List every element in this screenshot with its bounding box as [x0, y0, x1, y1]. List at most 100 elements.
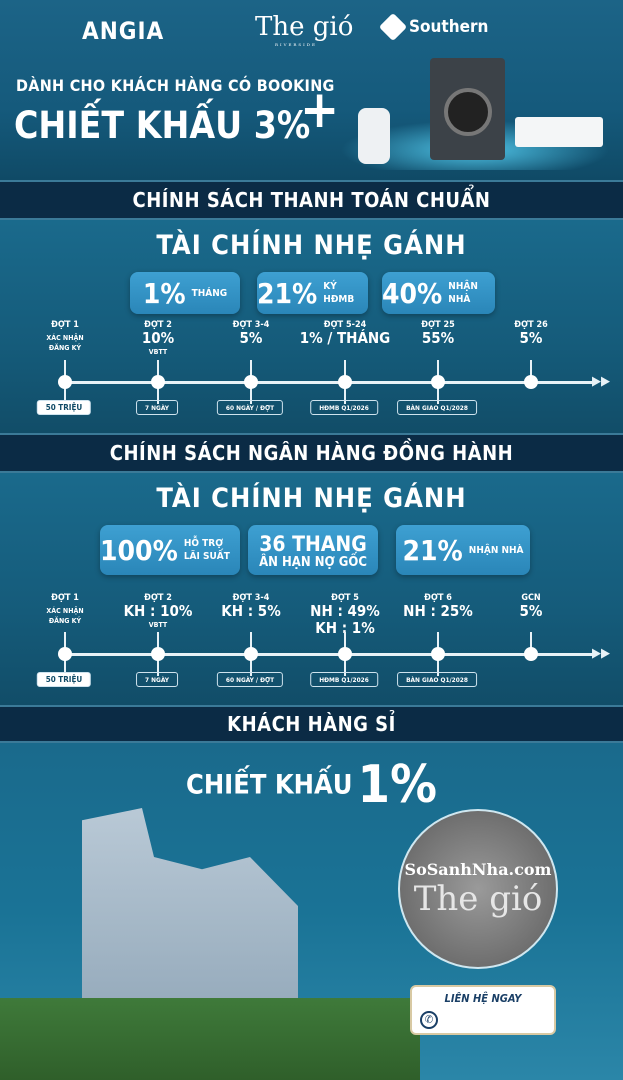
step-name: ĐỢT 5-24: [323, 320, 367, 330]
step-label: ĐỢT 1 XÁC NHẬN ĐĂNG KÝ: [10, 593, 120, 629]
timeline-line: [65, 653, 595, 656]
section-band-standard-payment: CHÍNH SÁCH THANH TOÁN CHUẨN: [0, 180, 623, 220]
timeline-arrow-icon: ▶▶: [592, 374, 610, 389]
thegio-circle-logo: SoSanhNha.com The gió: [398, 809, 558, 969]
step-value: 5%: [239, 329, 263, 347]
step-label: ĐỢT 2 10% VBTT: [103, 320, 213, 357]
promo-header: ANGIA The gió RIVERSIDE Southern DÀNH CHO…: [0, 0, 623, 180]
wholesale-discount: CHIẾT KHẤU 1%: [0, 755, 623, 815]
step-name: ĐỢT 25: [421, 320, 455, 330]
highlight-box: 36 THANG ÂN HẠN NỢ GỐC: [248, 525, 378, 575]
contact-now-button[interactable]: LIÊN HỆ NGAY ✆: [410, 985, 556, 1035]
highlight-box: 40% NHẬN NHÀ: [382, 272, 495, 314]
southern-s-icon: [378, 12, 408, 42]
timeline-node: [524, 647, 538, 661]
step-value: 5%: [519, 329, 543, 347]
step-value: NH : 25%: [403, 602, 473, 620]
timeline-node: [244, 375, 258, 389]
box-value: 100%: [100, 533, 178, 567]
section-title: TÀI CHÍNH NHẸ GÁNH: [156, 230, 467, 261]
step-name: ĐỢT 3-4: [232, 320, 270, 330]
box-caption: HỖ TRỢ LÃI SUẤT: [183, 538, 230, 562]
payment-timeline: ▶▶ ĐỢT 1 XÁC NHẬN ĐĂNG KÝ 50 TRIỆU ĐỢT 2 10% V…: [0, 320, 623, 430]
timeline-arrow-icon: ▶▶: [592, 646, 610, 661]
circle-logo-text: The gió: [413, 878, 543, 919]
step-note: XÁC NHẬN ĐĂNG KÝ: [46, 334, 84, 352]
step-value: KH : 10%: [123, 602, 193, 620]
step-note: VBTT: [148, 348, 168, 356]
payment-timeline: ▶▶ ĐỢT 1 XÁC NHẬN ĐĂNG KÝ 50 TRIỆU ĐỢT 2 KH :…: [0, 593, 623, 703]
step-label: GCN 5%: [476, 593, 586, 620]
step-tag: 7 NGÀY: [136, 400, 178, 415]
step-name: GCN: [521, 593, 541, 603]
discount-value: 1%: [357, 755, 437, 815]
step-note: XÁC NHẬN ĐĂNG KÝ: [46, 607, 84, 625]
step-value: 1% / THÁNG: [299, 329, 391, 347]
southern-logo: Southern: [378, 12, 488, 42]
band-title: KHÁCH HÀNG SỈ: [227, 712, 396, 736]
standard-payment-panel: TÀI CHÍNH NHẸ GÁNH 1% THÁNG 21% KÝ HĐMB 40% N…: [0, 220, 623, 433]
step-value: 55%: [421, 329, 455, 347]
timeline-node: [431, 375, 445, 389]
highlight-box: 100% HỖ TRỢ LÃI SUẤT: [100, 525, 240, 575]
step-tag: BÀN GIAO Q1/2028: [397, 672, 477, 687]
bank-policy-panel: TÀI CHÍNH NHẸ GÁNH 100% HỖ TRỢ LÃI SUẤT 36…: [0, 473, 623, 705]
timeline-node: [58, 375, 72, 389]
timeline-stem: [530, 360, 532, 382]
step-label: ĐỢT 25 55%: [383, 320, 493, 347]
phone-icon: ✆: [420, 1011, 438, 1029]
step-label: ĐỢT 1 XÁC NHẬN ĐĂNG KÝ: [10, 320, 120, 356]
step-name: ĐỢT 2: [144, 320, 172, 330]
timeline-stem: [530, 632, 532, 654]
step-tag: HĐMB Q1/2026: [310, 400, 378, 415]
box-caption: THÁNG: [191, 287, 228, 299]
greenery-image: [0, 998, 420, 1080]
timeline-node: [58, 647, 72, 661]
step-name: ĐỢT 1: [51, 593, 79, 603]
step-label: ĐỢT 6 NH : 25%: [383, 593, 493, 620]
step-label: ĐỢT 26 5%: [476, 320, 586, 347]
step-note: VBTT: [148, 621, 168, 629]
step-value: 5%: [519, 602, 543, 620]
timeline-node: [338, 647, 352, 661]
thegio-logo: The gió RIVERSIDE: [255, 12, 354, 47]
box-caption: NHẬN NHÀ: [448, 281, 478, 305]
step-tag: 60 NGÀY / ĐỢT: [216, 400, 284, 415]
step-value-2: KH : 1%: [315, 619, 375, 637]
wholesale-panel: CHIẾT KHẤU 1% SoSanhNha.com The gió LIÊN…: [0, 743, 623, 1080]
highlight-box: 21% NHẬN NHÀ: [396, 525, 530, 575]
timeline-node: [244, 647, 258, 661]
step-label: ĐỢT 3-4 5%: [196, 320, 306, 347]
box-value: 36 THANG: [259, 531, 367, 556]
step-tag: 50 TRIỆU: [36, 672, 92, 687]
step-label: ĐỢT 2 KH : 10% VBTT: [103, 593, 213, 630]
box-value: 21%: [402, 533, 463, 567]
washing-machine-image: [430, 58, 505, 160]
step-tag: 50 TRIỆU: [36, 400, 92, 415]
plus-sign: +: [300, 80, 340, 140]
step-name: ĐỢT 26: [514, 320, 548, 330]
step-tag: 7 NGÀY: [136, 672, 178, 687]
router-image: [358, 108, 390, 164]
box-caption: ÂN HẠN NỢ GỐC: [259, 554, 367, 570]
watermark-text: SoSanhNha.com: [404, 859, 552, 879]
timeline-node: [151, 647, 165, 661]
box-value: 1%: [142, 276, 186, 310]
step-name: ĐỢT 5: [331, 593, 359, 603]
box-caption: NHẬN NHÀ: [468, 544, 524, 556]
section-band-wholesale: KHÁCH HÀNG SỈ: [0, 705, 623, 743]
step-name: ĐỢT 6: [424, 593, 452, 603]
step-label: ĐỢT 5-24 1% / THÁNG: [290, 320, 400, 347]
step-tag: HĐMB Q1/2026: [310, 672, 378, 687]
air-conditioner-image: [515, 117, 603, 147]
box-caption: KÝ HĐMB: [323, 281, 355, 305]
discount-label: CHIẾT KHẤU: [186, 769, 353, 801]
step-value: KH : 5%: [221, 602, 281, 620]
angia-logo: ANGIA: [82, 17, 165, 45]
highlight-box: 21% KÝ HĐMB: [257, 272, 368, 314]
promo-line-1: DÀNH CHO KHÁCH HÀNG CÓ BOOKING: [16, 76, 335, 95]
promo-line-2: CHIẾT KHẤU 3%: [14, 104, 311, 147]
band-title: CHÍNH SÁCH NGÂN HÀNG ĐỒNG HÀNH: [109, 441, 514, 465]
step-name: ĐỢT 1: [51, 320, 79, 330]
box-value: 40%: [382, 276, 443, 310]
